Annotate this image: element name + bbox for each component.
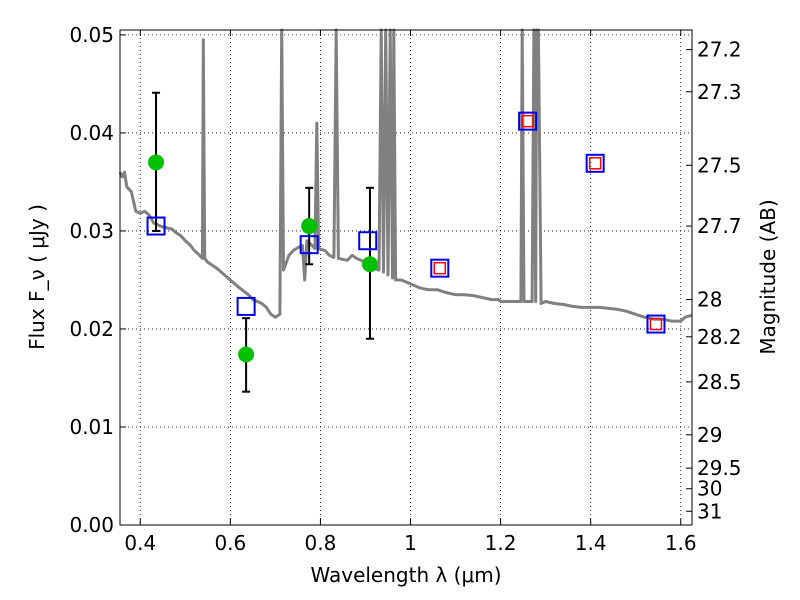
right-tick-label: 29.5	[697, 456, 742, 480]
right-tick-label: 31	[697, 499, 722, 523]
grid-lines	[120, 30, 692, 526]
x-tick-label: 1	[404, 531, 417, 555]
model-flux-square	[646, 314, 666, 334]
model-flux-square	[518, 111, 538, 131]
observed-flux-point	[238, 346, 255, 363]
predicted-flux-square	[649, 317, 663, 331]
predicted-flux-square	[521, 114, 534, 128]
model-flux-square	[430, 258, 450, 278]
x-tick-label: 1.2	[485, 531, 517, 555]
model-flux-square	[358, 231, 378, 251]
model-flux-square	[146, 216, 166, 236]
plot-area	[118, 28, 693, 393]
y-tick-label: 0.01	[69, 415, 114, 439]
right-tick-label: 28.5	[697, 370, 742, 394]
x-tick-label: 1.6	[665, 531, 697, 555]
predicted-flux-square	[588, 157, 602, 170]
observed-flux-point	[148, 154, 165, 171]
y-axis-title: Flux F_ν ( μJy )	[25, 204, 49, 350]
y-tick-label: 0.05	[69, 23, 114, 47]
y-tick-label: 0.04	[69, 121, 114, 145]
y-tick-label: 0.03	[69, 219, 114, 243]
right-tick-label: 28	[697, 288, 722, 312]
model-flux-square	[585, 153, 605, 173]
observed-flux-point	[301, 218, 318, 235]
plot-frame	[119, 29, 693, 526]
right-tick-label: 27.2	[697, 38, 742, 62]
right-tick-label: 27.5	[697, 153, 742, 177]
model-flux-square	[236, 296, 256, 316]
model-spectrum-line	[118, 28, 693, 323]
x-tick-label: 0.6	[214, 531, 246, 555]
right-tick-label: 29	[697, 423, 722, 447]
model-flux-square	[299, 235, 319, 255]
right-axis-title: Magnitude (AB)	[756, 199, 780, 354]
observed-flux-point	[361, 256, 378, 273]
predicted-flux-square	[433, 261, 447, 275]
right-tick-label: 30	[697, 477, 722, 501]
axis-ticks: 0.4 0.6 0.8 1 1.2 1.4 1.6 0.00 0.01 0.02 0.03 0.04 0…	[69, 23, 741, 555]
right-tick-label: 27.3	[697, 80, 742, 104]
x-axis-title: Wavelength λ (μm)	[310, 563, 501, 587]
y-tick-label: 0.02	[69, 317, 114, 341]
y-tick-label: 0.00	[69, 513, 114, 537]
x-tick-label: 0.8	[305, 531, 337, 555]
right-tick-label: 27.7	[697, 214, 742, 238]
x-tick-label: 0.4	[124, 531, 156, 555]
right-tick-label: 28.2	[697, 325, 742, 349]
x-tick-label: 1.4	[575, 531, 607, 555]
